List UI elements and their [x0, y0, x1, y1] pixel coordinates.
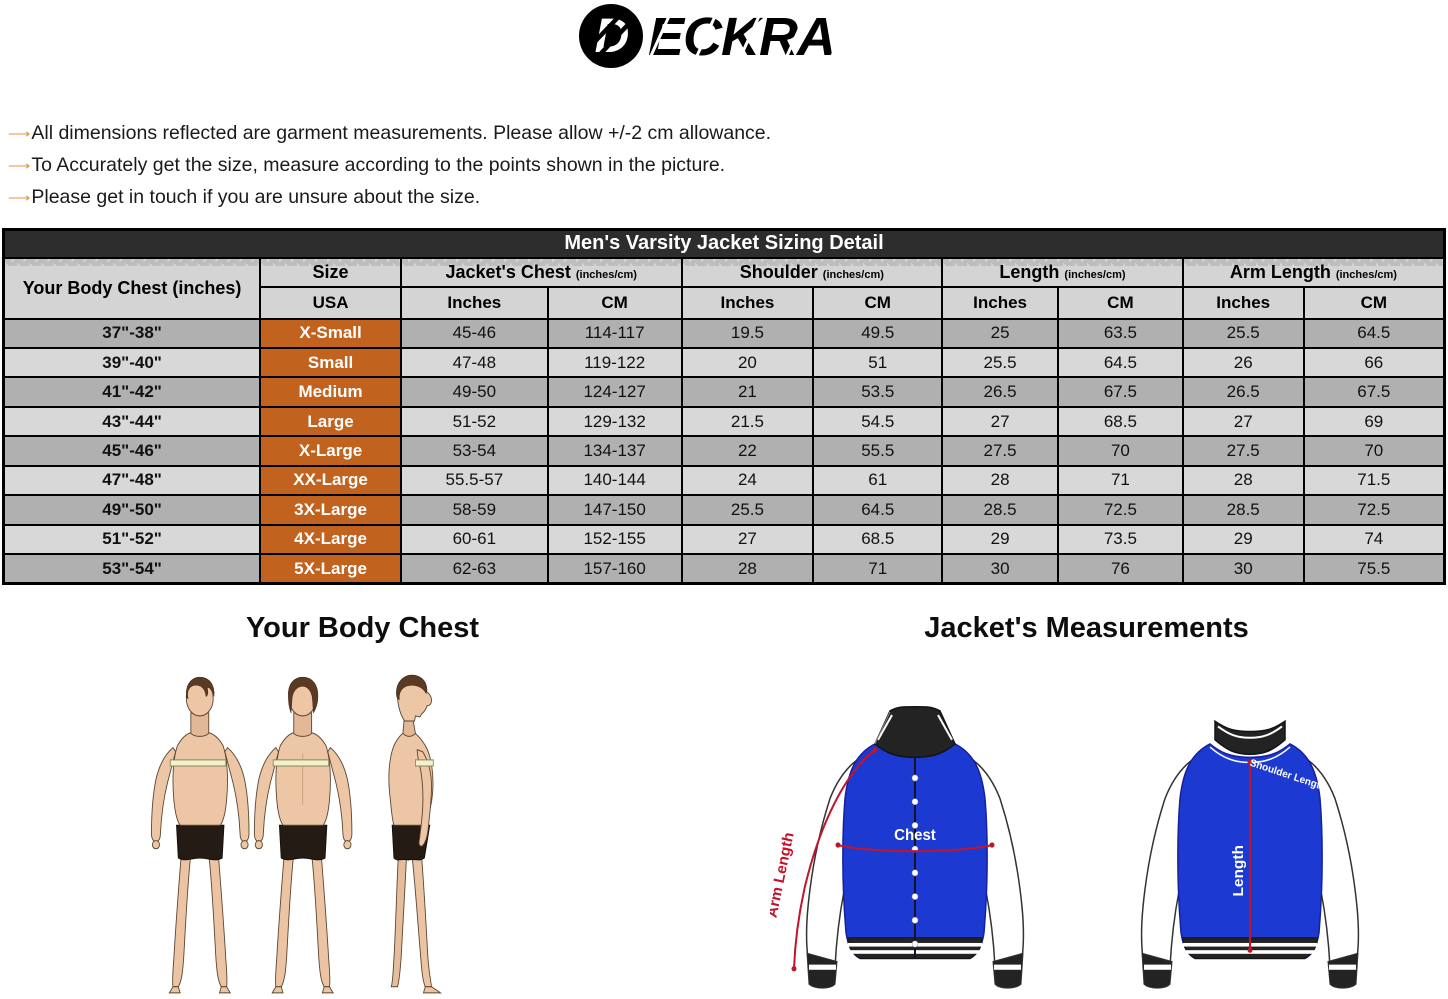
- svg-text:Chest: Chest: [894, 827, 936, 844]
- svg-text:Length: Length: [1230, 845, 1247, 896]
- svg-text:Arm Length: Arm Length: [770, 831, 798, 919]
